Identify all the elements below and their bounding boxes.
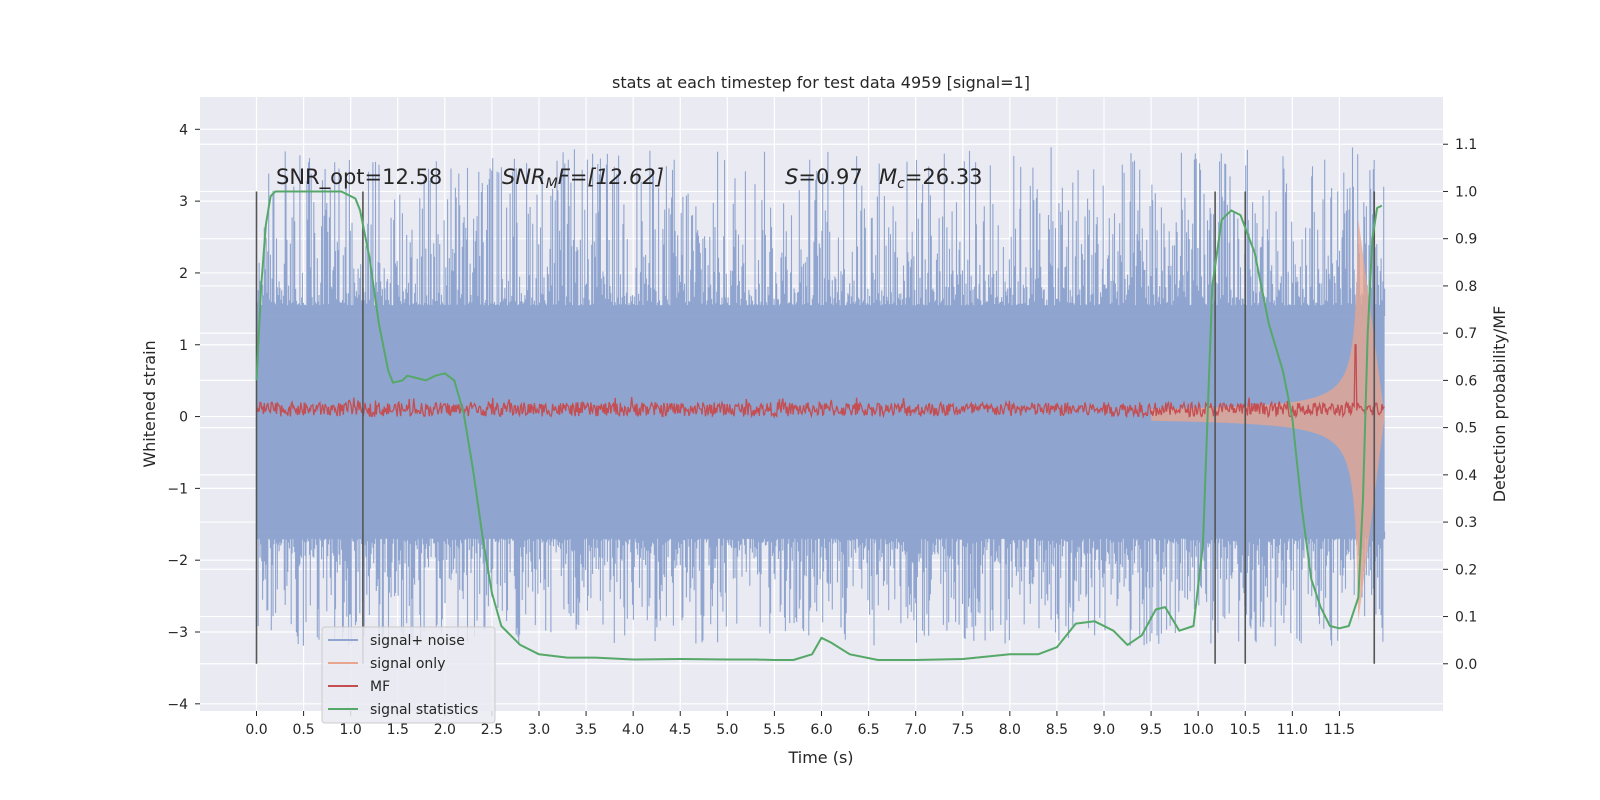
y2-tick-label-1-1: 1.1 — [1455, 137, 1477, 153]
x-tick-label-7-0: 7.0 — [905, 722, 927, 738]
x-tick-label-5-0: 5.0 — [716, 722, 738, 738]
series-mf — [255, 344, 1385, 420]
legend-box — [321, 626, 496, 724]
x-tick-label-2-0: 2.0 — [434, 722, 456, 738]
y2-axis-label: Detection probability/MF — [1490, 306, 1509, 503]
x-tick-label-3-0: 3.0 — [528, 722, 550, 738]
annotation-snr-mf-rest: F=[12.62] — [558, 165, 664, 189]
x-tick-label-8-5: 8.5 — [1046, 722, 1068, 738]
y-tick-label: 1 — [179, 338, 188, 354]
y-tick-label: 3 — [179, 194, 188, 210]
y2-tick-label-0-0: 0.0 — [1455, 657, 1477, 673]
legend-label-signal-only: signal only — [370, 656, 445, 672]
y-tick-label: −3 — [167, 625, 188, 641]
x-tick-label-1-5: 1.5 — [387, 722, 409, 738]
x-tick-label-10-5: 10.5 — [1230, 722, 1261, 738]
x-tick-label-3-5: 3.5 — [575, 722, 597, 738]
signal-only-chirp — [1151, 219, 1385, 622]
x-tick-label-4-5: 4.5 — [669, 722, 691, 738]
y2-tick-label-0-4: 0.4 — [1455, 468, 1477, 484]
annotation-snr-opt: SNR_opt=12.58 — [276, 165, 442, 190]
y2-tick-label-0-6: 0.6 — [1455, 373, 1477, 389]
x-tick-label-11-5: 11.5 — [1324, 722, 1355, 738]
x-tick-label-8-0: 8.0 — [999, 722, 1021, 738]
x-tick-label-11-0: 11.0 — [1277, 722, 1308, 738]
series-signal-only — [1151, 219, 1385, 622]
y-tick-label: −2 — [167, 553, 188, 569]
x-tick-label-10-0: 10.0 — [1183, 722, 1214, 738]
x-tick-label-7-5: 7.5 — [952, 722, 974, 738]
y-tick-label: −1 — [167, 481, 188, 497]
x-tick-label-9-0: 9.0 — [1093, 722, 1115, 738]
x-tick-label-0-0: 0.0 — [245, 722, 267, 738]
annotation-s: S=0.97 — [785, 165, 863, 189]
annotation-mc: Mc=26.33 — [879, 165, 983, 192]
annotation-mc-main: M — [879, 165, 897, 189]
x-tick-label-5-5: 5.5 — [763, 722, 785, 738]
series-signal-plus-noise — [255, 147, 1386, 647]
x-axis-label: Time (s) — [787, 748, 853, 767]
y-axis-label: Whitened strain — [140, 340, 159, 467]
signal-statistics-line — [255, 190, 1383, 661]
y2-tick-label-0-1: 0.1 — [1455, 610, 1477, 626]
y2-tick-label-0-8: 0.8 — [1455, 279, 1477, 295]
series-signal-statistics — [255, 190, 1383, 661]
y-axis-ticks: −4 −3 −2 −1 0 1 2 3 4 — [167, 122, 200, 713]
y-tick-label: 0 — [179, 410, 188, 426]
x-tick-label-2-5: 2.5 — [481, 722, 503, 738]
annotation-snr-mf-main: SNR — [502, 165, 546, 189]
legend-label-signal-statistics: signal statistics — [370, 702, 478, 718]
legend: signal+ noise signal only MF signal stat… — [321, 626, 496, 724]
x-tick-label-1-0: 1.0 — [340, 722, 362, 738]
x-tick-label-6-5: 6.5 — [857, 722, 879, 738]
annotation-snr-mf-sub: M — [546, 176, 558, 192]
annotation-s-main: S — [785, 165, 798, 189]
x-tick-label-0-5: 0.5 — [292, 722, 314, 738]
y2-tick-label-0-5: 0.5 — [1455, 421, 1477, 437]
chart-title: stats at each timestep for test data 495… — [612, 73, 1030, 92]
y2-tick-label-0-9: 0.9 — [1455, 232, 1477, 248]
annotation-s-rest: =0.97 — [798, 165, 862, 189]
legend-label-mf: MF — [370, 679, 390, 695]
annotation-mc-sub: c — [897, 176, 905, 192]
y2-axis-ticks: 0.0 0.1 0.2 0.3 0.4 0.5 0.6 0.7 0.8 0.9 1.0 1.1 — [1443, 137, 1477, 673]
y-tick-label: 2 — [179, 266, 188, 282]
x-axis-ticks: 0.0 0.5 1.0 1.5 2.0 2.5 3.0 3.5 4.0 4.5 5.0 5.5 6.0 6… — [245, 711, 1355, 738]
y-tick-label: 4 — [179, 122, 188, 138]
annotation-snr-mf: SNRMF=[12.62] — [502, 165, 664, 192]
y2-tick-label-0-3: 0.3 — [1455, 515, 1477, 531]
y2-tick-label-0-2: 0.2 — [1455, 562, 1477, 578]
annotation-mc-rest: =26.33 — [905, 165, 983, 189]
x-tick-label-4-0: 4.0 — [622, 722, 644, 738]
y2-tick-label-1-0: 1.0 — [1455, 184, 1477, 200]
y2-tick-label-0-7: 0.7 — [1455, 326, 1477, 342]
x-tick-label-9-5: 9.5 — [1140, 722, 1162, 738]
legend-label-signal-plus-noise: signal+ noise — [370, 633, 465, 649]
mf-line — [255, 344, 1385, 420]
y-tick-label: −4 — [167, 697, 188, 713]
x-tick-label-6-0: 6.0 — [810, 722, 832, 738]
signal-plus-noise-band — [256, 316, 1385, 532]
